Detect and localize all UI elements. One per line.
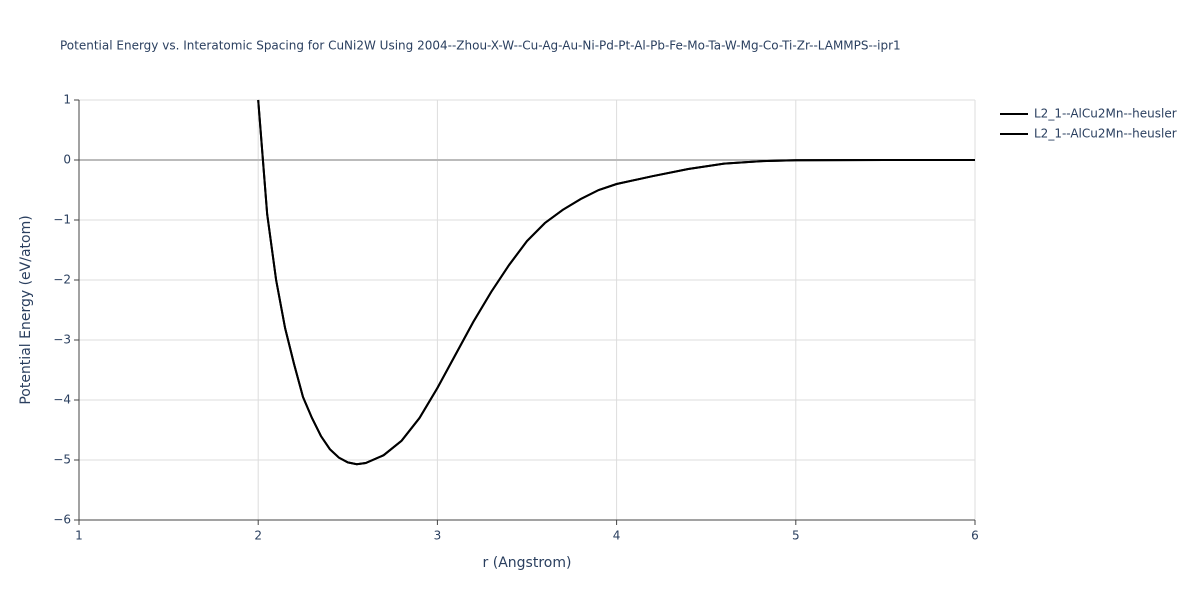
x-axis-title: r (Angstrom) [483, 555, 572, 571]
y-tick-label: −4 [53, 393, 71, 407]
x-tick-label: 1 [75, 529, 83, 543]
x-tick-label: 3 [434, 529, 442, 543]
x-tick-label: 6 [971, 529, 979, 543]
chart-title: Potential Energy vs. Interatomic Spacing… [60, 39, 901, 53]
y-tick-label: −3 [53, 333, 71, 347]
line-series [257, 99, 975, 466]
y-tick-label: −1 [53, 213, 71, 227]
y-tick-label: −5 [53, 453, 71, 467]
x-tick-label: 5 [792, 529, 800, 543]
y-tick-label: 0 [63, 153, 71, 167]
x-tick-label: 2 [254, 529, 262, 543]
y-tick-label: −2 [53, 273, 71, 287]
y-tick-label: −6 [53, 513, 71, 527]
y-tick-label: 1 [63, 93, 71, 107]
legend-label: L2_1--AlCu2Mn--heusler [1034, 127, 1177, 141]
x-tick-label: 4 [613, 529, 621, 543]
legend-label: L2_1--AlCu2Mn--heusler [1034, 107, 1177, 121]
y-axis-title: Potential Energy (eV/atom) [18, 215, 34, 404]
